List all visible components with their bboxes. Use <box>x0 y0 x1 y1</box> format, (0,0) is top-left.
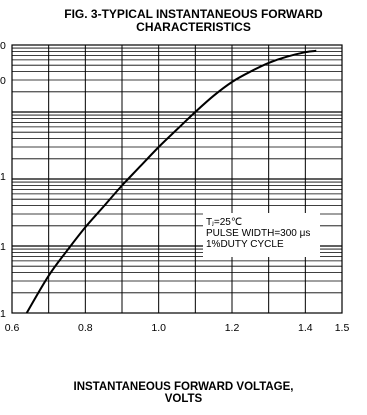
x-tick-label: 1.0 <box>151 322 166 334</box>
chart-title-line-2: CHARACTERISTICS <box>136 20 251 34</box>
x-tick-label: 1.5 <box>335 322 350 334</box>
x-tick-label: 1.4 <box>298 322 313 334</box>
x-axis-label-line-1: INSTANTANEOUS FORWARD VOLTAGE, <box>73 381 294 393</box>
y-tick-label: 1 <box>0 308 6 320</box>
y-tick-label: 0 <box>0 40 6 52</box>
y-tick-label: 1 <box>0 171 6 183</box>
annotation-line-1: Tⱼ=25℃ <box>206 217 242 228</box>
y-tick-label: 1 <box>0 241 6 253</box>
forward-characteristic-curve <box>25 49 317 314</box>
x-tick-label: 0.8 <box>78 322 93 334</box>
annotation-line-3: 1%DUTY CYCLE <box>206 239 284 250</box>
x-axis-label-line-2: VOLTS <box>164 393 203 405</box>
x-tick-label: 0.6 <box>5 322 20 334</box>
annotation-line-2: PULSE WIDTH=300 μs <box>206 228 310 239</box>
chart-title-line-1: FIG. 3-TYPICAL INSTANTANEOUS FORWARD <box>64 7 323 21</box>
plot-frame <box>11 44 343 314</box>
x-tick-label: 1.2 <box>225 322 240 334</box>
y-tick-label: 0 <box>0 75 6 87</box>
annotation-box <box>203 213 320 257</box>
